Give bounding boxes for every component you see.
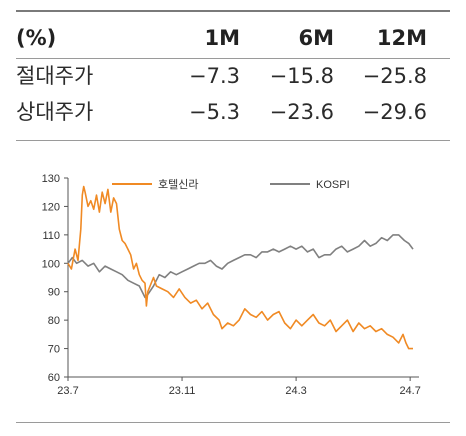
relative-6m: −23.6 xyxy=(269,100,334,124)
x-tick-label: 24.3 xyxy=(285,385,306,397)
table-row-relative: 상대주가 −5.3 −23.6 −29.6 xyxy=(0,94,466,130)
chart-series xyxy=(67,185,414,350)
absolute-1m: −7.3 xyxy=(189,64,240,88)
y-tick-label: 110 xyxy=(42,230,60,242)
table-row-absolute: 절대주가 −7.3 −15.8 −25.8 xyxy=(0,58,466,94)
y-tick-label: 70 xyxy=(48,344,60,356)
table-header-rule xyxy=(16,58,450,59)
row-label-absolute: 절대주가 xyxy=(16,64,94,88)
absolute-6m: −15.8 xyxy=(269,64,334,88)
x-tick-label: 24.7 xyxy=(399,385,420,397)
legend-item-hotel-shilla-label: 호텔신라 xyxy=(158,178,198,191)
series-line-hotel-shilla xyxy=(67,185,413,350)
y-tick-label: 120 xyxy=(42,201,60,213)
series-line-kospi xyxy=(67,234,414,299)
y-tick-label: 60 xyxy=(48,372,60,384)
row-label-relative: 상대주가 xyxy=(16,100,94,124)
relative-12m: −29.6 xyxy=(362,100,427,124)
chart-axes: 60 70 80 90 100 110 120 130 23.7 23.11 24.3 24.7 xyxy=(42,173,421,397)
table-bottom-rule xyxy=(16,140,450,141)
absolute-12m: −25.8 xyxy=(362,64,427,88)
header-12m: 12M xyxy=(376,26,427,50)
relative-1m: −5.3 xyxy=(189,100,240,124)
x-tick-label: 23.11 xyxy=(169,385,196,397)
table-top-rule xyxy=(16,10,450,12)
header-unit: (%) xyxy=(16,26,57,50)
y-tick-label: 130 xyxy=(42,173,60,185)
y-tick-label: 100 xyxy=(42,258,60,270)
table-header-row: (%) 1M 6M 12M xyxy=(0,20,466,56)
header-1m: 1M xyxy=(204,26,240,50)
legend-item-kospi-label: KOSPI xyxy=(316,179,350,191)
chart-bottom-rule xyxy=(16,422,450,423)
stock-price-chart: 60 70 80 90 100 110 120 130 23.7 23.11 24.3 24.7 호텔… xyxy=(42,173,421,397)
y-tick-label: 90 xyxy=(48,287,60,299)
header-6m: 6M xyxy=(298,26,334,50)
x-tick-label: 23.7 xyxy=(57,385,78,397)
y-tick-label: 80 xyxy=(48,315,60,327)
chart-legend: 호텔신라 KOSPI xyxy=(112,178,350,191)
